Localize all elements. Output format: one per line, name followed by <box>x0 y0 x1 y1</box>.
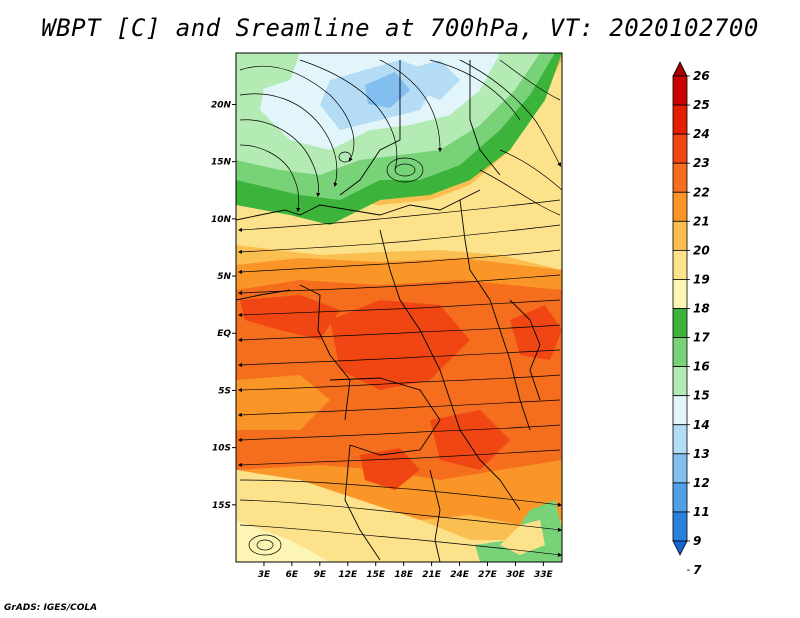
colorbar-swatch <box>672 61 688 77</box>
map-title: WBPT [C] and Sreamline at 700hPa, VT: 20… <box>41 14 759 42</box>
colorbar-label: 16 <box>693 360 710 374</box>
colorbar-label: 9 <box>693 534 701 548</box>
colorbar-swatch <box>672 511 688 542</box>
colorbar-label: 13 <box>693 447 710 461</box>
lon-tick-label: 3E <box>258 570 271 580</box>
lat-tick-label: 10S <box>212 444 231 454</box>
lat-tick-label: 20N <box>211 100 232 110</box>
colorbar-label: 12 <box>693 476 710 490</box>
colorbar-swatch <box>672 453 688 484</box>
colorbar-swatch <box>672 337 688 368</box>
colorbar-swatch <box>672 104 688 135</box>
colorbar-label: 18 <box>693 302 710 316</box>
lon-tick-label: 30E <box>506 570 526 580</box>
lat-tick-label: 10N <box>211 215 232 225</box>
lon-tick-label: 18E <box>394 570 414 580</box>
colorbar-label: 22 <box>693 185 710 199</box>
wbpt-field <box>236 53 562 562</box>
colorbar-label: 24 <box>693 127 710 141</box>
colorbar-swatch <box>672 249 688 280</box>
colorbar-label: 19 <box>693 272 710 286</box>
lon-tick-label: 12E <box>338 570 358 580</box>
colorbar-swatch <box>672 540 688 556</box>
colorbar-label: 7 <box>693 563 702 577</box>
colorbar-swatch <box>672 133 688 164</box>
lat-tick-label: 5N <box>217 272 231 282</box>
colorbar-swatch <box>672 191 688 222</box>
map-frame <box>235 52 563 563</box>
colorbar-label: 26 <box>693 69 710 83</box>
colorbar-label: 15 <box>693 389 710 403</box>
lat-tick-label: 15N <box>211 158 232 168</box>
colorbar-swatch <box>672 482 688 513</box>
lat-tick-label: 5S <box>218 386 231 396</box>
lon-tick-label: 27E <box>478 570 498 580</box>
colorbar-swatch <box>672 279 688 309</box>
colorbar: 26 25 24 23 22 21 20 19 18 17 16 15 14 13 12 11 9 7 <box>672 61 710 577</box>
colorbar-swatch <box>672 424 688 455</box>
lat-tick-label: 15S <box>212 501 231 511</box>
longitude-axis: 3E 6E 9E 12E 15E 18E 21E 24E 27E 30E 33E <box>258 562 554 580</box>
streamlines <box>237 59 562 557</box>
lon-tick-label: 15E <box>366 570 386 580</box>
colorbar-label: 25 <box>693 98 710 112</box>
colorbar-label: 11 <box>693 505 710 519</box>
colorbar-swatch <box>672 308 688 338</box>
colorbar-label: 20 <box>693 243 710 257</box>
lon-tick-label: 33E <box>534 570 554 580</box>
lon-tick-label: 6E <box>286 570 299 580</box>
colorbar-label: 14 <box>693 418 710 432</box>
lon-tick-label: 21E <box>422 570 442 580</box>
lat-tick-label: EQ <box>217 329 231 339</box>
colorbar-swatch <box>672 220 688 251</box>
colorbar-swatch <box>672 395 688 426</box>
lon-tick-label: 24E <box>450 570 470 580</box>
country-borders <box>236 60 541 562</box>
grads-credit: GrADS: IGES/COLA <box>4 603 98 613</box>
colorbar-swatch <box>672 75 688 106</box>
colorbar-label: 21 <box>693 214 710 228</box>
latitude-axis: 20N 15N 10N 5N EQ 5S 10S 15S <box>211 100 236 511</box>
lon-tick-label: 9E <box>314 570 327 580</box>
colorbar-label: 23 <box>693 156 710 170</box>
colorbar-label: 17 <box>693 331 710 345</box>
colorbar-swatch <box>672 162 688 193</box>
colorbar-swatch <box>672 366 688 397</box>
